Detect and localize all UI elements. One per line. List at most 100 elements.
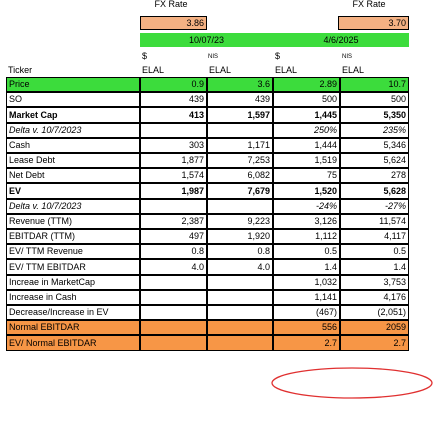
- ticker-col-1: ELAL: [142, 65, 165, 75]
- fx-rate-value-right: 3.70: [338, 16, 409, 30]
- cell-value: [140, 320, 207, 335]
- row-label-price: Price: [6, 77, 140, 92]
- cell-value: 2.7: [340, 335, 409, 351]
- fx-rate-value-left: 3.86: [140, 16, 207, 30]
- date-left: 10/07/23: [140, 33, 273, 47]
- cell-value: [140, 290, 207, 305]
- cell-value: 500: [340, 92, 409, 107]
- cell-value: [140, 335, 207, 351]
- cell-value: [207, 123, 273, 138]
- currency-unit-right: NIS: [342, 53, 353, 60]
- cell-value: 1,597: [207, 107, 273, 123]
- cell-value: 1.4: [273, 259, 340, 275]
- ticker-col-4: ELAL: [342, 65, 365, 75]
- cell-value: 5,350: [340, 107, 409, 123]
- cell-value: 439: [207, 92, 273, 107]
- cell-value: 497: [140, 229, 207, 244]
- cell-value: (467): [273, 305, 340, 320]
- cell-value: [140, 275, 207, 290]
- cell-value: 303: [140, 138, 207, 153]
- row-label-ebitdar-ttm: EBITDAR (TTM): [6, 229, 140, 244]
- ticker-col-3: ELAL: [275, 65, 298, 75]
- row-label-revenue-ttm: Revenue (TTM): [6, 214, 140, 229]
- cell-value: [207, 290, 273, 305]
- cell-value: 439: [140, 92, 207, 107]
- cell-value: 3.6: [207, 77, 273, 92]
- cell-value: 5,628: [340, 183, 409, 199]
- cell-value: 4.0: [140, 259, 207, 275]
- cell-value: 10.7: [340, 77, 409, 92]
- currency-symbol-left: $: [142, 51, 148, 61]
- row-label-increae-in-marketcap: Increae in MarketCap: [6, 275, 140, 290]
- ticker-header: Ticker: [8, 65, 33, 75]
- cell-value: 11,574: [340, 214, 409, 229]
- row-label-so: SO: [6, 92, 140, 107]
- cell-value: 5,624: [340, 153, 409, 168]
- row-label-delta-v-10-7-2023: Delta v. 10/7/2023: [6, 123, 140, 138]
- cell-value: 2,387: [140, 214, 207, 229]
- cell-value: 4.0: [207, 259, 273, 275]
- cell-value: 2.7: [273, 335, 340, 351]
- cell-value: -27%: [340, 199, 409, 214]
- cell-value: [207, 305, 273, 320]
- cell-value: (2,051): [340, 305, 409, 320]
- cell-value: 6,082: [207, 168, 273, 183]
- cell-value: 1,112: [273, 229, 340, 244]
- cell-value: 278: [340, 168, 409, 183]
- cell-value: 3,126: [273, 214, 340, 229]
- row-label-cash: Cash: [6, 138, 140, 153]
- cell-value: 1,444: [273, 138, 340, 153]
- cell-value: 1,920: [207, 229, 273, 244]
- cell-value: [140, 305, 207, 320]
- cell-value: 1.4: [340, 259, 409, 275]
- cell-value: 1,519: [273, 153, 340, 168]
- row-label-ev: EV: [6, 183, 140, 199]
- currency-symbol-right: $: [275, 51, 281, 61]
- cell-value: 1,877: [140, 153, 207, 168]
- currency-unit-left: NIS: [208, 53, 219, 60]
- cell-value: 3,753: [340, 275, 409, 290]
- cell-value: 556: [273, 320, 340, 335]
- cell-value: 7,253: [207, 153, 273, 168]
- cell-value: 0.8: [140, 244, 207, 259]
- row-label-market-cap: Market Cap: [6, 107, 140, 123]
- cell-value: 0.8: [207, 244, 273, 259]
- cell-value: 1,032: [273, 275, 340, 290]
- row-label-normal-ebitdar: Normal EBITDAR: [6, 320, 140, 335]
- row-label-decrease-increase-in-ev: Decrease/Increase in EV: [6, 305, 140, 320]
- cell-value: 7,679: [207, 183, 273, 199]
- cell-value: 235%: [340, 123, 409, 138]
- cell-value: 4,117: [340, 229, 409, 244]
- cell-value: 4,176: [340, 290, 409, 305]
- cell-value: 1,987: [140, 183, 207, 199]
- cell-value: 413: [140, 107, 207, 123]
- row-label-increase-in-cash: Increase in Cash: [6, 290, 140, 305]
- fx-rate-label-right: FX Rate: [352, 0, 386, 9]
- row-label-delta-v-10-7-2023: Delta v. 10/7/2023: [6, 199, 140, 214]
- cell-value: 1,141: [273, 290, 340, 305]
- row-label-ev-ttm-revenue: EV/ TTM Revenue: [6, 244, 140, 259]
- cell-value: 1,520: [273, 183, 340, 199]
- cell-value: 9,223: [207, 214, 273, 229]
- cell-value: 1,574: [140, 168, 207, 183]
- cell-value: 2.89: [273, 77, 340, 92]
- cell-value: 0.5: [273, 244, 340, 259]
- cell-value: -24%: [273, 199, 340, 214]
- cell-value: [207, 335, 273, 351]
- cell-value: 0.5: [340, 244, 409, 259]
- cell-value: [207, 320, 273, 335]
- cell-value: 250%: [273, 123, 340, 138]
- date-right: 4/6/2025: [273, 33, 409, 47]
- cell-value: 1,445: [273, 107, 340, 123]
- row-label-ev-normal-ebitdar: EV/ Normal EBITDAR: [6, 335, 140, 351]
- cell-value: 0.9: [140, 77, 207, 92]
- cell-value: 500: [273, 92, 340, 107]
- cell-value: [140, 199, 207, 214]
- cell-value: [207, 199, 273, 214]
- cell-value: 2059: [340, 320, 409, 335]
- cell-value: 1,171: [207, 138, 273, 153]
- cell-value: 5,346: [340, 138, 409, 153]
- ticker-col-2: ELAL: [209, 65, 232, 75]
- fx-rate-label-left: FX Rate: [154, 0, 188, 9]
- cell-value: [140, 123, 207, 138]
